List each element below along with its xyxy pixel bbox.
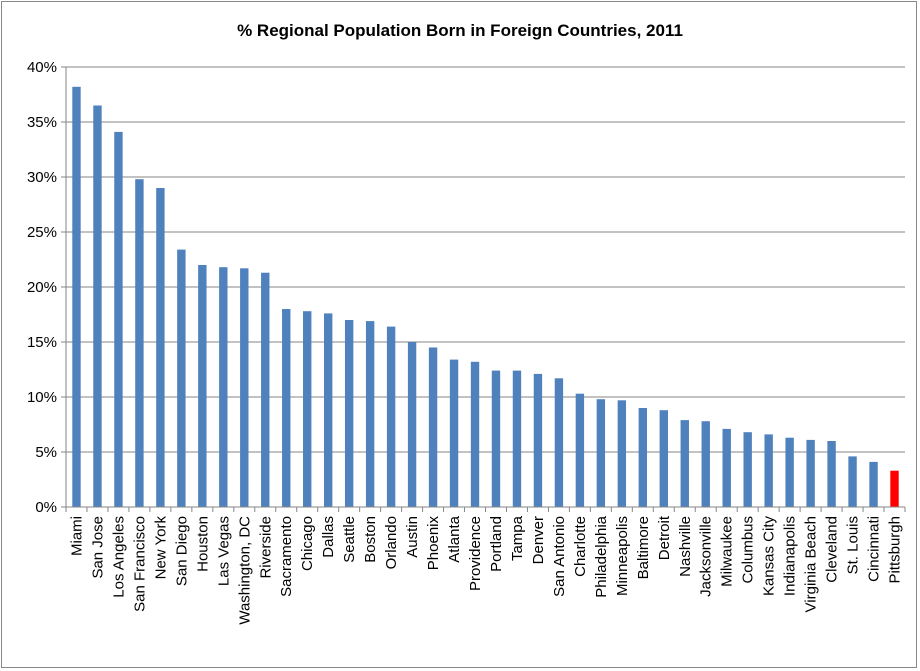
bar-austin [407,342,417,507]
x-tick-label: Cleveland [824,516,841,583]
bar-riverside [261,272,270,507]
x-tick-label: Seattle [341,516,358,563]
bar-portland [491,370,501,507]
bar-st-louis [848,456,857,507]
bars [72,86,899,508]
bar-new-york [156,188,165,507]
bar-cincinnati [869,461,878,507]
x-tick-label: Sacramento [278,516,295,597]
y-tick-label: 0% [35,499,57,516]
x-tick-label: Chicago [299,516,316,571]
x-tick-label: Charlotte [572,516,589,577]
bar-washington-dc [240,268,249,507]
x-tick-label: San Jose [89,516,106,579]
bar-dallas [323,313,333,507]
bar-jacksonville [701,421,710,507]
x-tick-label: San Antonio [551,516,568,597]
x-tick-label: Tampa [509,515,526,561]
y-tick-labels: 0% 5% 10% 15% 20% 25% 30% 35% 40% [27,59,57,516]
bar-houston [198,265,207,507]
bar-sacramento [282,309,291,507]
x-tick-label: Indianapolis [782,516,799,596]
y-tick-label: 35% [27,114,57,131]
x-tick-label: Philadelphia [593,515,610,597]
bar-philadelphia [596,399,606,507]
y-tick-label: 20% [27,279,57,296]
bar-phoenix [428,347,438,507]
x-tick-label: Orlando [383,516,400,569]
x-tick-label: Jacksonville [698,516,715,597]
gridlines [66,66,905,453]
bar-las-vegas [219,267,228,507]
x-tick-label: Milwaukee [719,516,736,587]
bar-charlotte [575,393,585,507]
bar-chicago [303,311,312,507]
y-tick-label: 10% [27,389,57,406]
bar-baltimore [638,408,648,507]
bar-pittsburgh [890,470,899,507]
x-tick-label: San Francisco [131,516,148,612]
bar-boston [365,321,375,507]
bar-denver [533,373,543,507]
bar-seattle [344,320,354,507]
x-tick-label: Phoenix [425,516,442,571]
x-tick-label: Minneapolis [614,516,631,596]
bar-virginia-beach [806,439,815,507]
bar-orlando [386,326,396,507]
bar-los-angeles [114,131,123,507]
bar-cleveland [827,441,836,507]
x-tick-label: Kansas City [761,516,778,597]
bar-san-francisco [135,179,144,507]
x-tick-label: Riverside [257,516,274,579]
x-tick-label: Providence [467,516,484,591]
x-tick-label: Detroit [656,515,673,560]
bar-san-diego [177,249,186,507]
y-tick-label: 25% [27,224,57,241]
bar-kansas-city [764,434,773,507]
x-tick-label: Miami [68,516,85,556]
x-tick-label: Houston [194,516,211,572]
x-tick-label: Atlanta [446,515,463,562]
bar-san-jose [93,105,102,507]
x-tick-label: Austin [404,516,421,558]
axes [61,66,906,512]
x-tick-label: Las Vegas [215,516,232,586]
bar-milwaukee [722,428,731,507]
x-tick-label: Pittsburgh [887,516,904,584]
x-tick-label: Cincinnati [866,516,883,582]
x-tick-label: Columbus [740,516,757,584]
y-tick-label: 40% [27,59,57,76]
bar-san-antonio [554,378,564,507]
x-tick-label: Denver [530,516,547,564]
x-tick-label: San Diego [173,516,190,586]
x-tick-label: Los Angeles [110,516,127,598]
bar-detroit [659,410,668,507]
bar-columbus [743,432,752,507]
x-tick-label: New York [152,516,169,580]
x-tick-label: St. Louis [845,516,862,574]
bar-miami [72,86,81,508]
x-tick-label: Dallas [320,516,337,558]
y-tick-label: 5% [35,444,57,461]
x-tick-label: Nashville [677,516,694,577]
bar-minneapolis [617,400,627,507]
x-tick-label: Boston [362,516,379,563]
bar-indianapolis [785,437,794,507]
bar-nashville [680,420,689,507]
x-tick-label: Virginia Beach [803,516,820,612]
y-tick-label: 30% [27,169,57,186]
bar-atlanta [449,359,459,507]
x-tick-labels: Miami San Jose Los Angeles San Francisco New… [68,515,903,624]
bar-providence [470,361,480,507]
x-tick-label: Washington, DC [236,516,253,625]
x-tick-label: Baltimore [635,516,652,579]
bar-tampa [512,370,522,507]
x-tick-label: Portland [488,516,505,572]
y-tick-label: 15% [27,334,57,351]
chart-title: % Regional Population Born in Foreign Co… [237,21,683,40]
